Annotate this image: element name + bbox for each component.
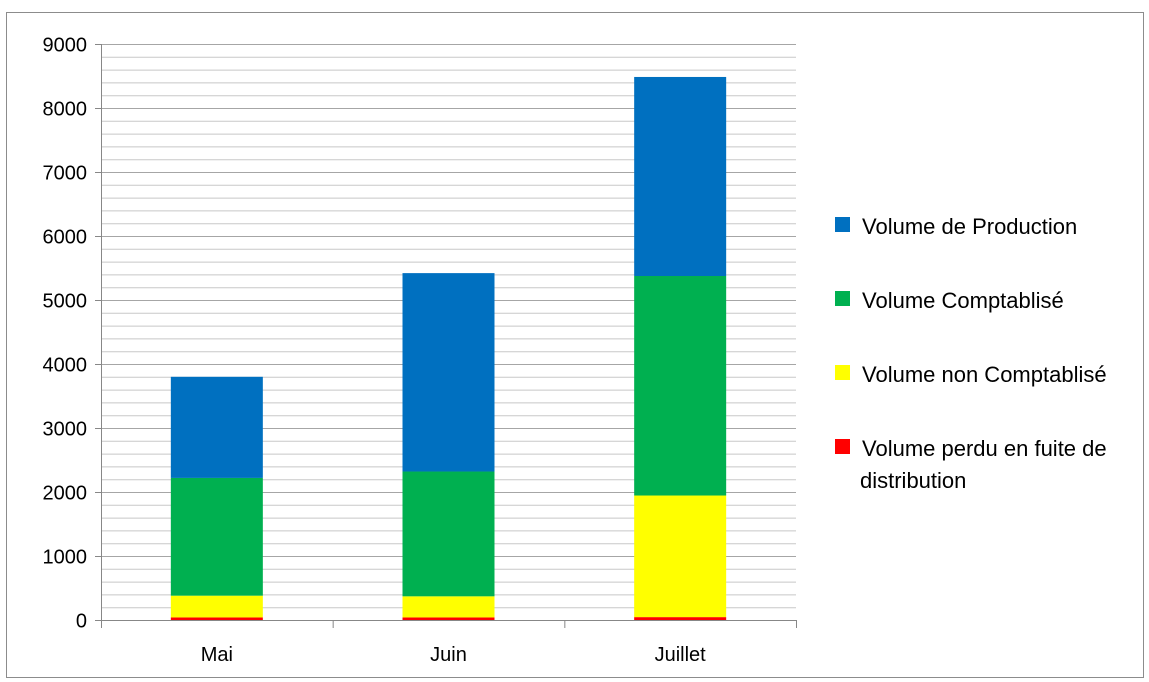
legend-label: Volume de Production <box>862 214 1077 239</box>
bars <box>170 76 727 620</box>
axes <box>101 44 796 621</box>
y-axis-ticks: 0 1000 2000 3000 4000 5000 6000 7000 8000 9000 <box>43 35 101 633</box>
bar-segment <box>402 471 495 597</box>
y-tick-label: 0 <box>76 611 87 633</box>
y-tick-label: 7000 <box>43 163 88 185</box>
bar-segment <box>634 276 727 496</box>
legend-swatch <box>835 439 850 454</box>
legend-label: Volume non Comptablisé <box>862 362 1107 387</box>
legend-swatch <box>835 217 850 232</box>
bar-segment <box>170 376 263 478</box>
y-tick-label: 5000 <box>43 291 88 313</box>
bar-segment <box>634 76 727 277</box>
x-tick-label: Juillet <box>655 644 707 666</box>
bar-segment <box>634 617 727 620</box>
x-tick-label: Juin <box>430 644 467 666</box>
legend-label: Volume perdu en fuite de <box>862 436 1107 461</box>
legend-label: Volume Comptablisé <box>862 288 1064 313</box>
y-tick-label: 9000 <box>43 35 88 57</box>
legend-swatch <box>835 291 850 306</box>
legend: Volume de Production Volume Comptablisé Vo… <box>835 214 1107 493</box>
y-tick-label: 4000 <box>43 355 88 377</box>
x-tick-label: Mai <box>201 644 233 666</box>
y-tick-label: 2000 <box>43 483 88 505</box>
y-tick-label: 6000 <box>43 227 88 249</box>
bar-segment <box>634 495 727 618</box>
bar-segment <box>402 273 495 472</box>
bar-segment <box>170 595 263 618</box>
bar-segment <box>170 617 263 620</box>
bar-segment <box>402 617 495 620</box>
y-tick-label: 3000 <box>43 419 88 441</box>
legend-swatch <box>835 365 850 380</box>
bar-segment <box>170 477 263 596</box>
bar-segment <box>402 596 495 618</box>
y-tick-label: 1000 <box>43 547 88 569</box>
legend-label: distribution <box>860 468 966 493</box>
y-tick-label: 8000 <box>43 99 88 121</box>
x-axis-ticks: Mai Juin Juillet <box>101 620 797 666</box>
